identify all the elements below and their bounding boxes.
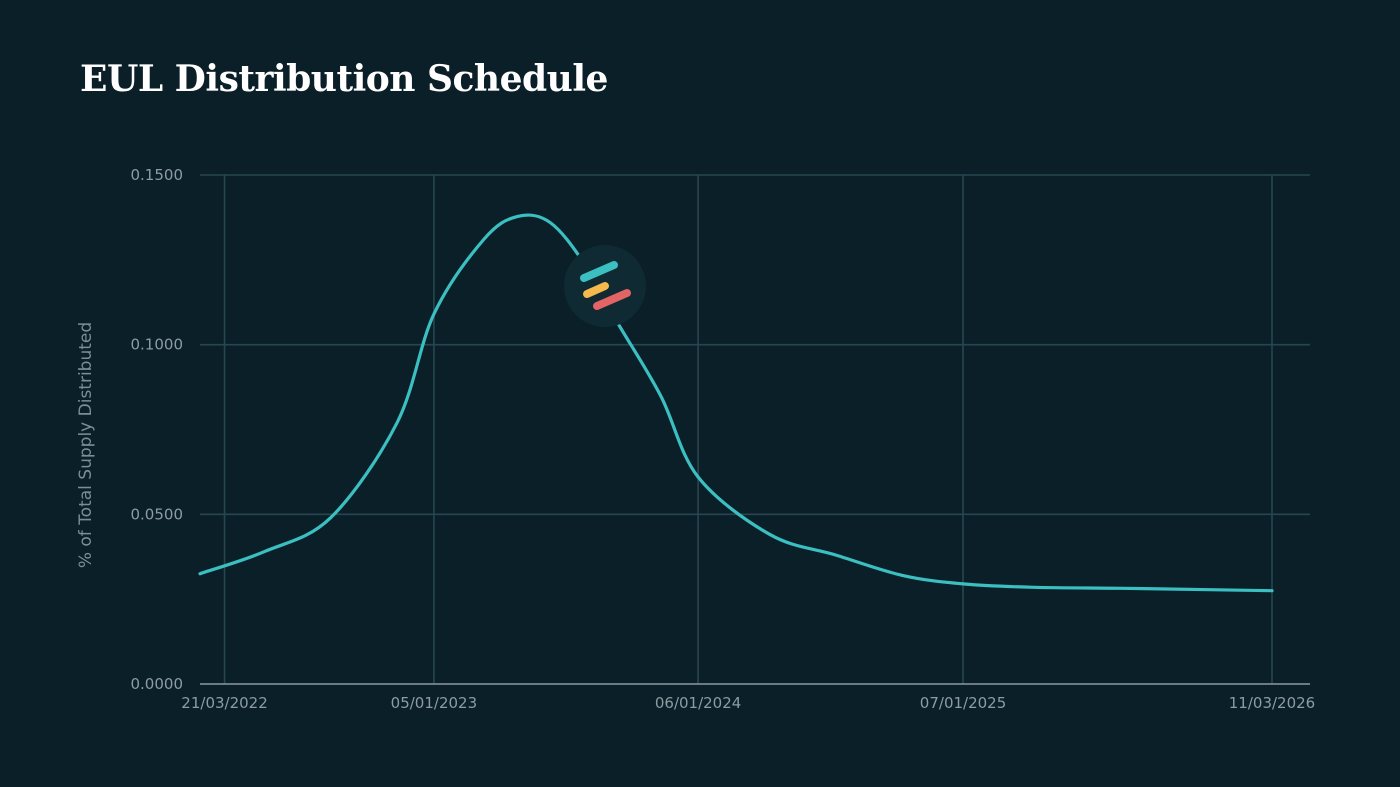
page-title: EUL Distribution Schedule: [80, 58, 608, 100]
x-tick-label: 06/01/2024: [655, 694, 741, 712]
chart-axes: 0.0000 0.0500 0.1000 0.1500 21/03/2022 05/01/…: [131, 166, 1316, 712]
x-tick-label: 05/01/2023: [391, 694, 477, 712]
y-tick-label: 0.0500: [131, 505, 184, 523]
y-tick-label: 0.0000: [131, 675, 184, 693]
distribution-series-line: [198, 213, 1274, 593]
x-tick-label: 11/03/2026: [1229, 694, 1315, 712]
chart-series: [198, 213, 1274, 593]
x-tick-label: 07/01/2025: [920, 694, 1006, 712]
euler-logo-icon: [564, 245, 646, 327]
chart-grid: [200, 174, 1310, 684]
y-axis-title: % of Total Supply Distributed: [76, 322, 96, 568]
x-tick-label: 21/03/2022: [181, 694, 267, 712]
y-tick-label: 0.1500: [131, 166, 184, 184]
y-tick-label: 0.1000: [131, 336, 184, 354]
